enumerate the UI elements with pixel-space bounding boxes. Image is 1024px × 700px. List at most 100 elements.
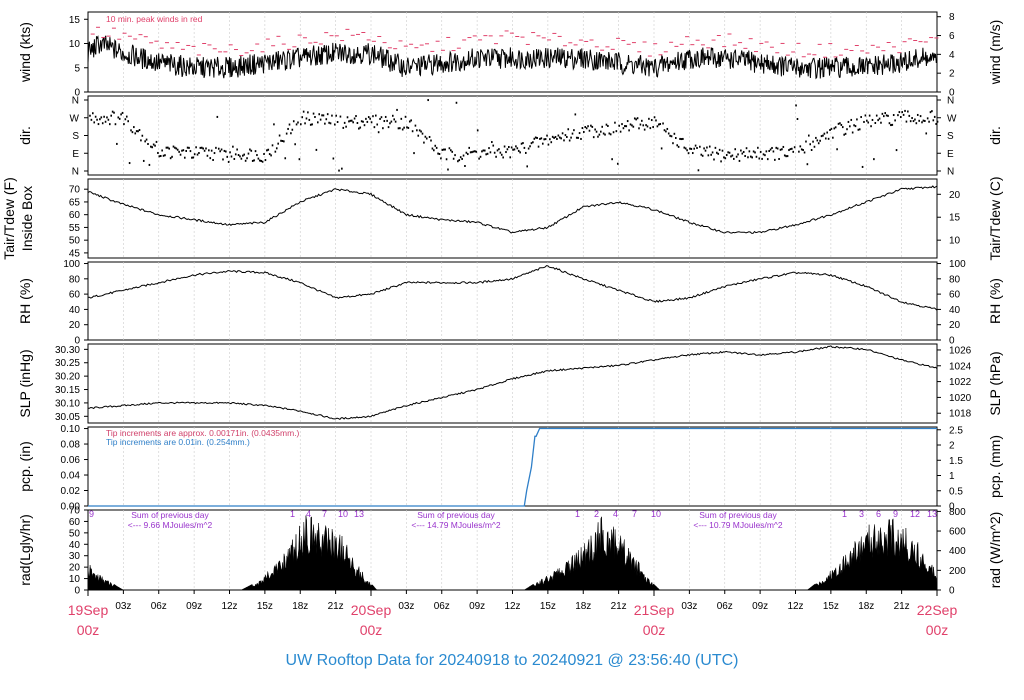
chart-title: UW Rooftop Data for 20240918 to 20240921…	[286, 652, 739, 669]
panel-frame-temp	[87, 178, 938, 259]
rad-left-tick-label: 40	[69, 540, 81, 551]
wind-left-tick-label: 5	[74, 63, 80, 74]
rad-right-tick-label: 400	[949, 546, 966, 557]
x-tick-label: 03z	[398, 601, 414, 612]
x-tick-label: 15z	[823, 601, 839, 612]
wind-right-tick-label: 8	[949, 12, 955, 23]
rad-sum-label: Sum of previous day	[417, 510, 495, 520]
rad-right-tick-label: 800	[949, 507, 966, 518]
pcp-left-tick-label: 0.10	[61, 424, 81, 435]
slp-right-tick-label: 1018	[949, 409, 972, 420]
rad-sum-value: <--- 14.79 MJoules/m^2	[411, 520, 501, 530]
wind-right-tick-label: 0	[949, 88, 955, 99]
rad-hour-mark: 1	[842, 509, 847, 519]
temp-ylabel-left: Tair/Tdew (F)	[1, 177, 17, 259]
x-date-hour: 00z	[643, 622, 666, 638]
rad-hour-mark: 10	[338, 509, 348, 519]
rad-hour-mark: 10	[651, 509, 661, 519]
x-axis: 03z 06z 09z 12z 15z 18z 21z 03z 06z 09z 12z 15z 18z 2…	[68, 590, 958, 638]
slp-series-line	[87, 345, 938, 421]
x-tick-label: 15z	[540, 601, 556, 612]
x-tick-label: 12z	[504, 601, 520, 612]
slp-ylabel-left: SLP (inHg)	[17, 349, 33, 417]
rad-hour-mark: 12	[910, 509, 920, 519]
temp-series-line	[87, 185, 938, 234]
x-date-label: 22Sep	[917, 602, 958, 618]
dir-right-tick-label: S	[947, 131, 954, 142]
dir-left-tick-label: N	[72, 167, 79, 178]
wind-right-tick-label: 2	[949, 69, 955, 80]
x-tick-label: 06z	[717, 601, 733, 612]
x-tick-label: 09z	[469, 601, 485, 612]
pcp-right-tick-label: 2.5	[949, 425, 963, 436]
slp-left-tick-label: 30.30	[55, 345, 80, 356]
pcp-series-line	[88, 427, 937, 507]
pcp-note-old: Tip increments are approx. 0.00171in. (0…	[106, 428, 300, 438]
dir-ylabel-left: dir.	[17, 126, 33, 145]
x-tick-label: 09z	[752, 601, 768, 612]
rad-hour-mark: 6	[876, 509, 881, 519]
rh-right-tick-label: 40	[949, 305, 961, 316]
slp-left-tick-label: 30.05	[55, 412, 80, 423]
rad-hour-mark: 3	[859, 509, 864, 519]
rad-left-tick-label: 0	[74, 586, 80, 597]
panel-frame-slp	[87, 343, 938, 424]
temp-left-tick-label: 55	[69, 223, 81, 234]
rh-left-tick-label: 40	[69, 305, 81, 316]
pcp-right-tick-label: 2	[949, 441, 955, 452]
rad-ylabel-left: rad(Lgly/hr)	[17, 514, 33, 586]
rad-left-tick-label: 20	[69, 563, 81, 574]
pcp-ylabel-right: pcp. (mm)	[987, 435, 1003, 498]
rad-left-tick-label: 50	[69, 528, 81, 539]
panel-frame-dir	[87, 95, 938, 176]
rh-left-tick-label: 80	[69, 274, 81, 285]
wind-left-tick-label: 0	[74, 88, 80, 99]
rad-hour-mark: 1	[290, 509, 295, 519]
rad-hour-mark: 13	[354, 509, 364, 519]
rh-right-tick-label: 0	[949, 336, 955, 347]
pcp-right-tick-label: 0.5	[949, 486, 963, 497]
x-tick-label: 12z	[787, 601, 803, 612]
rad-hour-mark: 4	[306, 509, 311, 519]
wind-ylabel-right: wind (m/s)	[987, 20, 1003, 86]
pcp-left-tick-label: 0.04	[61, 471, 81, 482]
wind-left-tick-label: 15	[69, 15, 81, 26]
dir-left-tick-label: E	[72, 149, 79, 160]
x-tick-label: 21z	[611, 601, 627, 612]
dir-right-tick-label: N	[947, 167, 954, 178]
rh-ylabel-right: RH (%)	[987, 278, 1003, 324]
wind-series-line	[87, 35, 937, 80]
slp-right-tick-label: 1024	[949, 361, 972, 372]
rad-right-tick-label: 200	[949, 566, 966, 577]
rad-hour-mark: 9	[89, 509, 94, 519]
rad-hour-mark: 13	[927, 509, 937, 519]
rad-hour-mark: 2	[594, 509, 599, 519]
temp-right-tick-label: 10	[949, 236, 961, 247]
slp-left-tick-label: 30.15	[55, 385, 80, 396]
rad-left-tick-label: 70	[69, 506, 81, 517]
temp-left-tick-label: 70	[69, 185, 81, 196]
rh-left-tick-label: 60	[69, 290, 81, 301]
x-tick-label: 21z	[328, 601, 344, 612]
x-tick-label: 06z	[434, 601, 450, 612]
x-tick-label: 15z	[257, 601, 273, 612]
dir-right-tick-label: W	[947, 113, 957, 124]
rad-right-tick-label: 600	[949, 527, 966, 538]
rad-hour-mark: 7	[632, 509, 637, 519]
rh-left-tick-label: 0	[74, 336, 80, 347]
x-date-label: 21Sep	[634, 602, 675, 618]
pcp-ylabel-left: pcp. (in)	[17, 441, 33, 492]
rad-hour-mark: 7	[322, 509, 327, 519]
x-date-label: 20Sep	[351, 602, 392, 618]
pcp-left-tick-label: 0.00	[61, 502, 81, 513]
rad-left-tick-label: 10	[69, 574, 81, 585]
dir-left-tick-label: W	[70, 113, 80, 124]
temp-left-tick-label: 50	[69, 236, 81, 247]
dir-ylabel-right: dir.	[987, 126, 1003, 145]
x-tick-label: 18z	[858, 601, 874, 612]
slp-ylabel-right: SLP (hPa)	[987, 351, 1003, 415]
temp-ylabel-right: Tair/Tdew (C)	[987, 176, 1003, 260]
temp-right-tick-label: 20	[949, 190, 961, 201]
